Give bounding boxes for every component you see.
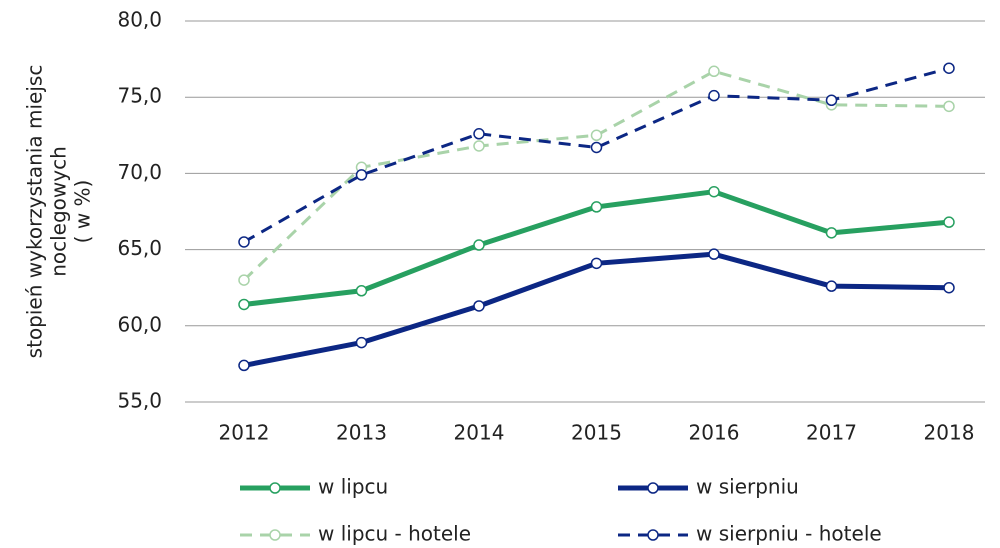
legend-label: w sierpniu - hotele <box>696 522 882 546</box>
data-point <box>943 100 955 113</box>
data-point <box>473 239 485 251</box>
legend-marker <box>647 529 659 541</box>
data-point <box>943 62 955 74</box>
data-point <box>473 300 485 312</box>
data-point <box>473 140 485 152</box>
legend-marker <box>269 529 281 541</box>
x-tick-label: 2012 <box>219 421 270 445</box>
legend-item: w sierpniu - hotele <box>618 522 882 546</box>
y-axis-label-line: noclegowych <box>47 146 71 277</box>
data-point <box>825 280 838 292</box>
y-axis-label: stopień wykorzystania miejsc noclegowych(… <box>23 65 95 359</box>
legend-label: w lipcu <box>318 475 388 499</box>
y-tick-label: 60,0 <box>117 312 162 336</box>
legend-item: w lipcu <box>240 475 388 499</box>
x-tick-label: 2018 <box>924 421 975 445</box>
y-axis-label-line: ( w %) <box>71 180 95 244</box>
legend-item: w sierpniu <box>618 475 799 499</box>
data-point <box>825 94 838 106</box>
data-point <box>355 284 368 297</box>
data-point <box>355 169 368 181</box>
data-point <box>473 128 485 140</box>
data-point <box>943 216 955 228</box>
y-tick-label: 75,0 <box>117 84 162 108</box>
legend-label: w lipcu - hotele <box>318 522 471 546</box>
data-point <box>355 336 368 349</box>
y-axis-label-line: stopień wykorzystania miejsc <box>23 65 47 359</box>
legend-label: w sierpniu <box>696 475 799 499</box>
legend-marker <box>647 482 659 494</box>
x-tick-label: 2013 <box>336 421 387 445</box>
y-tick-label: 80,0 <box>117 8 162 32</box>
y-tick-label: 65,0 <box>117 236 162 260</box>
data-point <box>708 248 720 260</box>
data-point <box>943 281 955 294</box>
legend-item: w lipcu - hotele <box>240 522 471 546</box>
series-line <box>243 66 950 244</box>
data-point <box>590 141 603 154</box>
y-tick-label: 55,0 <box>117 389 162 413</box>
data-point <box>708 65 720 78</box>
data-point <box>238 236 250 248</box>
data-point <box>238 298 250 311</box>
series-line <box>242 69 950 282</box>
x-tick-label: 2016 <box>689 421 740 445</box>
data-point <box>238 359 250 372</box>
data-point <box>238 274 250 286</box>
series-line <box>243 251 950 368</box>
data-point <box>825 227 838 239</box>
y-tick-label: 70,0 <box>117 160 162 184</box>
x-tick-label: 2017 <box>806 421 857 445</box>
legend-marker <box>269 482 281 494</box>
data-point <box>590 201 603 213</box>
x-tick-label: 2015 <box>571 421 622 445</box>
data-point <box>590 129 603 142</box>
data-point <box>708 89 720 102</box>
data-point <box>590 257 603 270</box>
data-point <box>708 185 720 198</box>
x-tick-label: 2014 <box>454 421 505 445</box>
